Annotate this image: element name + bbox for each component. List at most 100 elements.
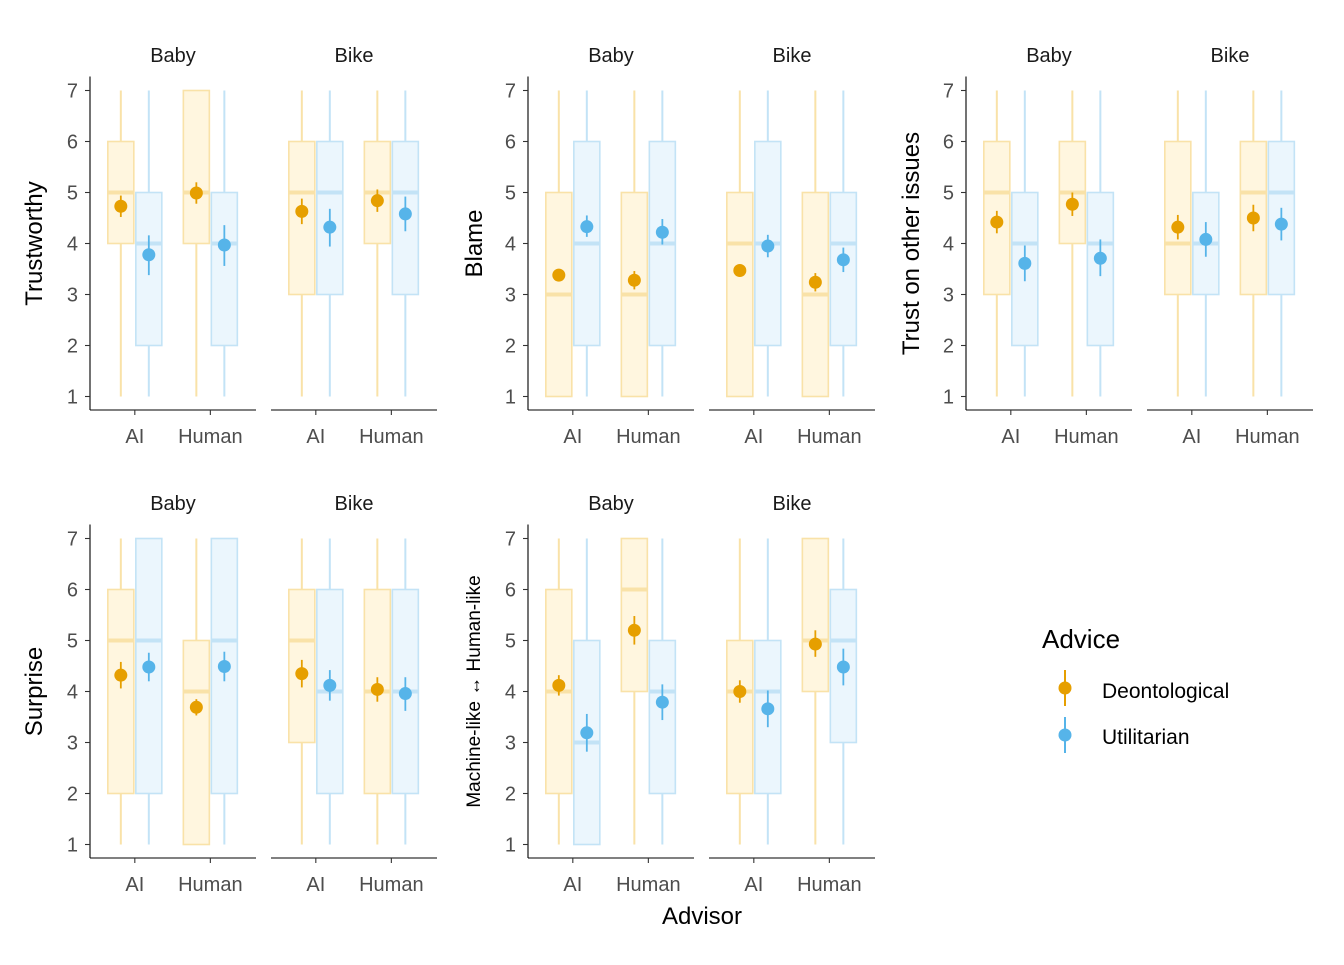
mean-point [627, 623, 641, 637]
mean-point [1199, 232, 1213, 246]
mean-point [323, 220, 337, 234]
y-tick-label: 2 [943, 336, 954, 358]
y-tick-label: 1 [505, 387, 516, 409]
group-human-utilitarian [391, 90, 420, 397]
mean-point [836, 660, 850, 674]
group-human-utilitarian [391, 538, 420, 845]
plot-surprise: Surprise 1 2 3 4 5 6 7 Baby AI Human Bike AI Human [21, 493, 437, 896]
box [1086, 191, 1115, 347]
plot-machine-like-human-like: Machine-like ↔ Human-like 1 2 3 4 5 6 7 Baby AI Hu… [464, 493, 875, 896]
facet-baby: Baby AI Human [528, 493, 694, 896]
plot-trustworthy: Trustworthy 1 2 3 4 5 6 7 Baby AI Human Bike AI Human [21, 45, 437, 448]
mean-point [836, 253, 850, 267]
mean-point [295, 204, 309, 218]
mean-point [370, 194, 384, 208]
y-tick-label: 1 [943, 387, 954, 409]
group-human-utilitarian [648, 538, 677, 845]
y-tick-label: 6 [943, 132, 954, 154]
x-tick-label: AI [306, 426, 325, 448]
group-human-utilitarian [210, 537, 239, 845]
y-tick-label: 3 [505, 285, 516, 307]
y-tick-label: 4 [67, 682, 78, 704]
y-axis-title: Machine-like ↔ Human-like [464, 575, 485, 807]
y-tick-label: 2 [67, 784, 78, 806]
facet-strip-label: Baby [1026, 45, 1072, 67]
group-ai-utilitarian [316, 90, 344, 397]
facet-bike: Bike AI Human [271, 493, 437, 896]
y-tick-label: 5 [505, 183, 516, 205]
group-human-deontological [620, 90, 649, 398]
group-ai-utilitarian [573, 90, 601, 397]
x-tick-label: Human [616, 426, 680, 448]
x-tick-label: Human [797, 874, 861, 896]
group-ai-utilitarian [573, 538, 601, 846]
legend: Advice Deontological Utilitarian [1042, 624, 1229, 753]
group-ai-deontological [288, 538, 316, 845]
x-tick-label: Human [616, 874, 680, 896]
y-tick-label: 3 [943, 285, 954, 307]
plots-layer: Trustworthy 1 2 3 4 5 6 7 Baby AI Human Bike AI Human… [21, 45, 1313, 896]
y-axis-title: Trust on other issues [898, 132, 925, 355]
y-tick-label: 4 [505, 682, 516, 704]
mean-point [189, 700, 203, 714]
mean-point [1171, 220, 1185, 234]
group-human-utilitarian [829, 538, 858, 845]
facet-baby: Baby AI Human [90, 45, 256, 448]
y-tick-label: 5 [67, 183, 78, 205]
mean-point [655, 695, 669, 709]
mean-point [627, 273, 641, 287]
y-tick-label: 2 [505, 336, 516, 358]
mean-point [655, 225, 669, 239]
box [182, 89, 211, 245]
mean-point [733, 264, 747, 278]
mean-point [808, 275, 822, 289]
mean-point [142, 660, 156, 674]
mean-point [761, 702, 775, 716]
facet-bike: Bike AI Human [271, 45, 437, 448]
group-ai-deontological [726, 538, 754, 845]
facet-strip-label: Bike [335, 45, 374, 67]
x-tick-label: AI [563, 874, 582, 896]
x-tick-label: AI [744, 874, 763, 896]
group-human-deontological [182, 538, 211, 846]
mean-point [580, 220, 594, 234]
legend-label-deontological: Deontological [1102, 680, 1229, 703]
x-tick-label: AI [563, 426, 582, 448]
y-tick-label: 1 [505, 835, 516, 857]
y-tick-label: 1 [67, 835, 78, 857]
group-ai-deontological [107, 538, 135, 845]
y-tick-label: 4 [505, 234, 516, 256]
x-tick-label: Human [178, 426, 242, 448]
group-human-utilitarian [1267, 90, 1296, 397]
y-tick-label: 3 [505, 733, 516, 755]
mean-point [1065, 197, 1079, 211]
y-tick-label: 5 [505, 631, 516, 653]
y-tick-label: 4 [943, 234, 954, 256]
group-human-deontological [801, 90, 830, 398]
facet-strip-label: Baby [150, 45, 196, 67]
group-ai-deontological [983, 90, 1011, 397]
group-human-deontological [182, 89, 211, 397]
y-tick-label: 5 [67, 631, 78, 653]
mean-point [323, 678, 337, 692]
facet-bike: Bike AI Human [1147, 45, 1313, 448]
mean-point [808, 637, 822, 651]
box [210, 191, 239, 347]
y-tick-label: 7 [505, 529, 516, 551]
x-tick-label: AI [125, 874, 144, 896]
mean-point [733, 685, 747, 698]
box [1011, 191, 1039, 347]
group-human-deontological [1239, 90, 1268, 397]
y-tick-label: 7 [505, 81, 516, 103]
facet-baby: Baby AI Human [528, 45, 694, 448]
box [107, 588, 135, 795]
group-human-utilitarian [1086, 90, 1115, 397]
x-tick-label: Human [359, 426, 423, 448]
group-human-utilitarian [829, 90, 858, 397]
mean-point [217, 238, 231, 252]
y-tick-label: 7 [67, 81, 78, 103]
x-tick-label: Human [1054, 426, 1118, 448]
facet-strip-label: Baby [588, 493, 634, 515]
mean-point [552, 678, 566, 692]
